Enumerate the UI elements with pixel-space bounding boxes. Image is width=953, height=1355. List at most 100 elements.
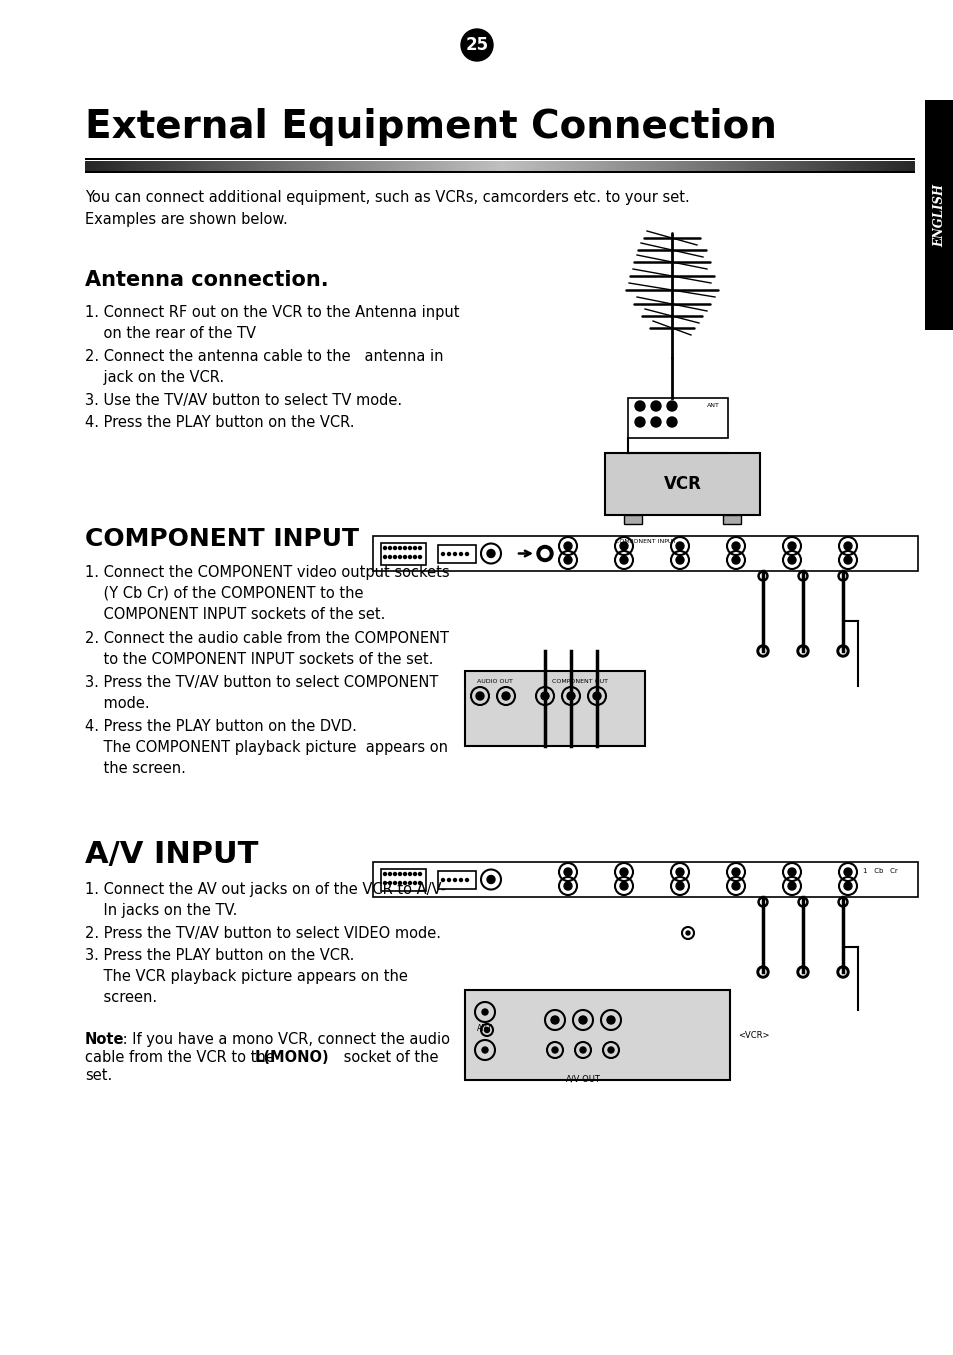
Bar: [296, 161, 300, 172]
Circle shape: [388, 546, 391, 550]
Bar: [757, 161, 760, 172]
Circle shape: [787, 882, 795, 890]
Text: 3. Use the TV/AV button to select TV mode.: 3. Use the TV/AV button to select TV mod…: [85, 393, 402, 408]
Circle shape: [486, 875, 495, 883]
Bar: [674, 161, 678, 172]
Circle shape: [459, 553, 462, 556]
Bar: [300, 161, 305, 172]
Bar: [873, 161, 877, 172]
Circle shape: [418, 556, 421, 558]
Bar: [607, 161, 612, 172]
Text: : If you have a mono VCR, connect the audio: : If you have a mono VCR, connect the au…: [118, 1033, 450, 1047]
Text: AUDIO OUT: AUDIO OUT: [476, 679, 513, 684]
Circle shape: [578, 1016, 586, 1024]
Circle shape: [666, 417, 677, 427]
Bar: [843, 161, 848, 172]
Circle shape: [460, 28, 493, 61]
Bar: [379, 161, 383, 172]
Bar: [541, 161, 545, 172]
Bar: [363, 161, 367, 172]
Bar: [545, 161, 549, 172]
Bar: [242, 161, 247, 172]
Bar: [524, 161, 529, 172]
Bar: [234, 161, 238, 172]
Bar: [193, 161, 197, 172]
Bar: [139, 161, 143, 172]
Bar: [180, 161, 185, 172]
Bar: [268, 161, 272, 172]
Bar: [408, 161, 413, 172]
Bar: [740, 161, 744, 172]
Bar: [720, 161, 723, 172]
Bar: [781, 161, 785, 172]
Bar: [330, 161, 334, 172]
Bar: [143, 161, 147, 172]
Bar: [727, 161, 732, 172]
Bar: [778, 161, 781, 172]
Bar: [437, 545, 476, 562]
Bar: [172, 161, 176, 172]
Bar: [293, 161, 296, 172]
Circle shape: [843, 869, 851, 875]
Bar: [752, 161, 757, 172]
Bar: [358, 161, 363, 172]
Text: 4. Press the PLAY button on the DVD.
    The COMPONENT playback picture  appears: 4. Press the PLAY button on the DVD. The…: [85, 720, 448, 776]
Text: ANT: ANT: [476, 1024, 493, 1033]
Bar: [205, 161, 210, 172]
Bar: [275, 161, 280, 172]
Circle shape: [840, 969, 845, 976]
Circle shape: [563, 882, 572, 890]
Bar: [604, 453, 760, 515]
Bar: [395, 161, 400, 172]
Circle shape: [760, 900, 764, 905]
Circle shape: [403, 882, 406, 885]
Bar: [337, 161, 342, 172]
Circle shape: [453, 553, 456, 556]
Bar: [760, 161, 765, 172]
Bar: [487, 161, 491, 172]
Circle shape: [398, 546, 401, 550]
Circle shape: [787, 869, 795, 875]
Bar: [373, 537, 917, 570]
Text: Note: Note: [85, 1033, 125, 1047]
Bar: [503, 161, 508, 172]
Bar: [893, 161, 898, 172]
Circle shape: [731, 882, 740, 890]
Bar: [533, 161, 537, 172]
Circle shape: [837, 897, 847, 906]
Text: 25: 25: [465, 37, 488, 54]
Bar: [619, 161, 624, 172]
Text: 1. Connect the AV out jacks on of the VCR to A/V-
    In jacks on the TV.: 1. Connect the AV out jacks on of the VC…: [85, 882, 446, 917]
Bar: [342, 161, 346, 172]
Circle shape: [441, 553, 444, 556]
Circle shape: [796, 645, 808, 657]
Circle shape: [843, 542, 851, 550]
Bar: [595, 161, 599, 172]
Bar: [375, 161, 379, 172]
Bar: [309, 161, 313, 172]
Bar: [89, 161, 93, 172]
Bar: [247, 161, 251, 172]
Bar: [450, 161, 454, 172]
Circle shape: [800, 573, 804, 579]
Circle shape: [441, 878, 444, 882]
Bar: [454, 161, 458, 172]
Bar: [346, 161, 351, 172]
Bar: [127, 161, 131, 172]
Bar: [168, 161, 172, 172]
Text: 2. Connect the audio cable from the COMPONENT
    to the COMPONENT INPUT sockets: 2. Connect the audio cable from the COMP…: [85, 631, 449, 667]
Circle shape: [398, 556, 401, 558]
Circle shape: [619, 869, 627, 875]
Bar: [355, 161, 358, 172]
Bar: [429, 161, 434, 172]
Bar: [110, 161, 114, 172]
Bar: [612, 161, 616, 172]
Bar: [599, 161, 603, 172]
Circle shape: [635, 401, 644, 411]
Circle shape: [413, 556, 416, 558]
Bar: [877, 161, 881, 172]
Bar: [491, 161, 496, 172]
Bar: [93, 161, 97, 172]
Circle shape: [731, 542, 740, 550]
Bar: [230, 161, 234, 172]
